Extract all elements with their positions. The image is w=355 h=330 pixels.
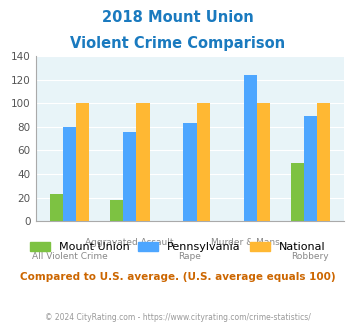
Legend: Mount Union, Pennsylvania, National: Mount Union, Pennsylvania, National <box>30 242 325 252</box>
Bar <box>136 103 149 221</box>
Text: Murder & Mans...: Murder & Mans... <box>212 238 289 247</box>
Text: Violent Crime Comparison: Violent Crime Comparison <box>70 36 285 51</box>
Bar <box>197 103 210 221</box>
Text: Compared to U.S. average. (U.S. average equals 100): Compared to U.S. average. (U.S. average … <box>20 272 335 282</box>
Bar <box>183 123 197 221</box>
Text: Aggravated Assault: Aggravated Assault <box>86 238 174 247</box>
Text: Robbery: Robbery <box>291 252 329 261</box>
Bar <box>244 75 257 221</box>
Bar <box>110 200 123 221</box>
Text: 2018 Mount Union: 2018 Mount Union <box>102 10 253 25</box>
Bar <box>304 116 317 221</box>
Bar <box>257 103 270 221</box>
Text: © 2024 CityRating.com - https://www.cityrating.com/crime-statistics/: © 2024 CityRating.com - https://www.city… <box>45 314 310 322</box>
Text: All Violent Crime: All Violent Crime <box>32 252 107 261</box>
Bar <box>50 194 63 221</box>
Bar <box>123 132 136 221</box>
Bar <box>76 103 89 221</box>
Bar <box>63 127 76 221</box>
Text: Rape: Rape <box>179 252 201 261</box>
Bar <box>290 163 304 221</box>
Bar <box>317 103 330 221</box>
